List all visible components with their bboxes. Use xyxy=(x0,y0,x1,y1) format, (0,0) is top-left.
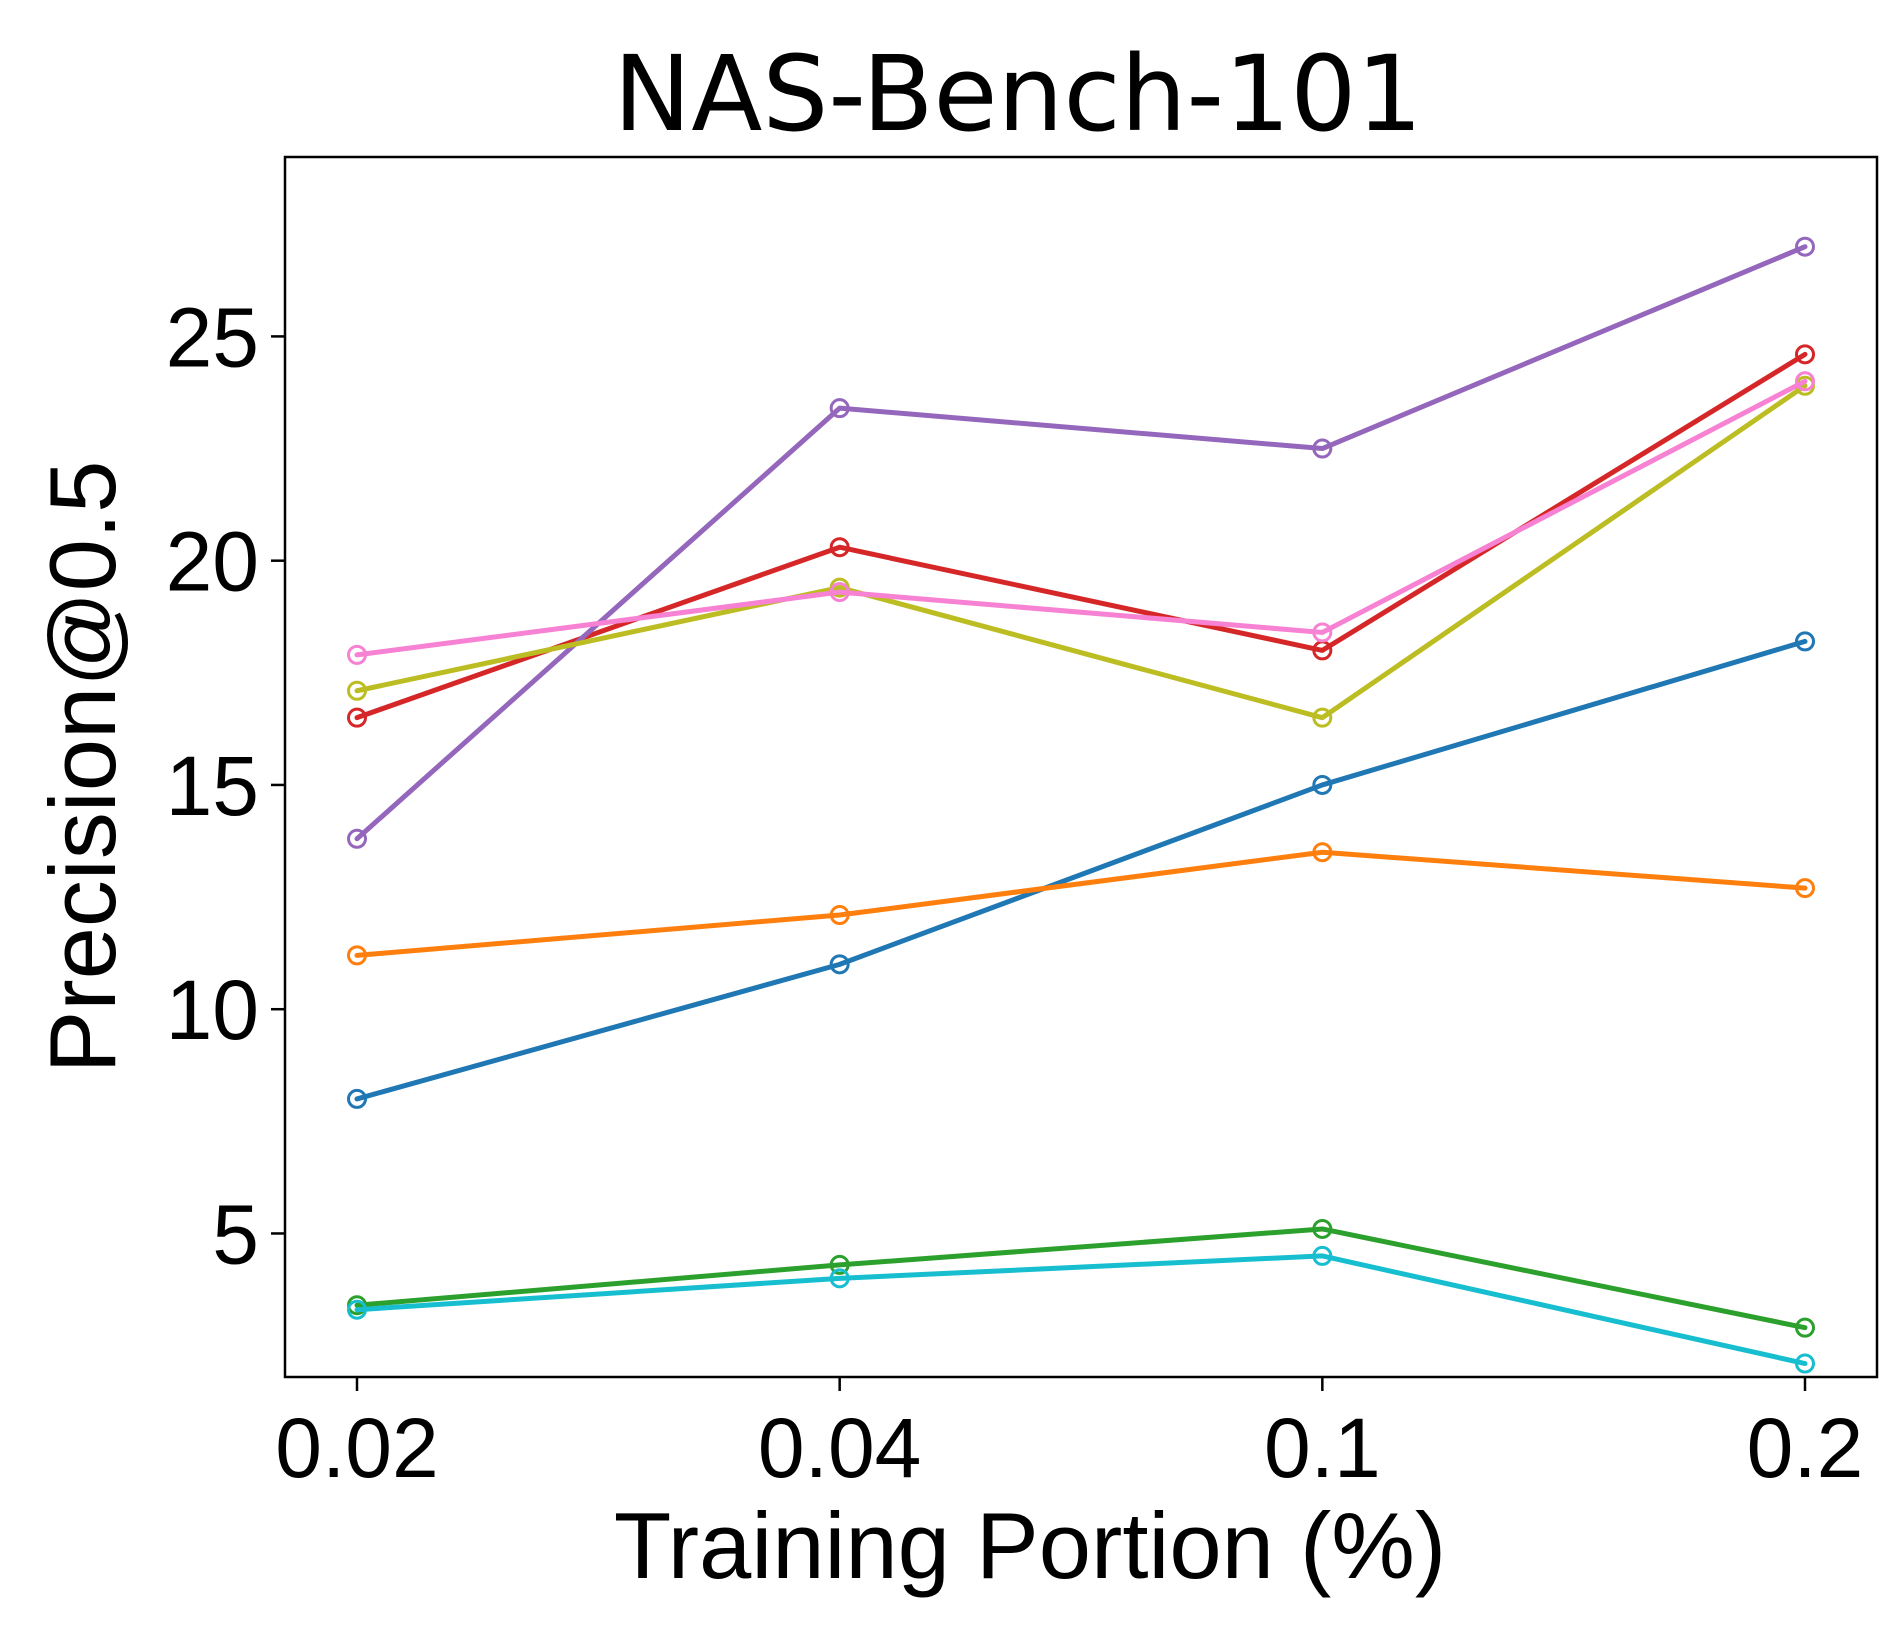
data-point-purple xyxy=(1795,236,1815,257)
series-group xyxy=(347,236,1815,1374)
data-point-blue xyxy=(1795,631,1815,652)
plot-area: 5 10 15 20 25 0.02 0.04 0.1 0.2 xyxy=(166,155,1879,1495)
y-axis-label: Precision@0.5 xyxy=(30,461,135,1074)
x-tick-label: 0.2 xyxy=(1747,1401,1864,1495)
data-point-blue xyxy=(829,954,850,975)
data-point-purple xyxy=(347,828,367,849)
x-axis-label: Training Portion (%) xyxy=(614,1493,1446,1598)
y-tick-label: 20 xyxy=(166,515,259,609)
y-tick-label: 10 xyxy=(166,963,259,1057)
data-point-olive xyxy=(347,680,367,701)
data-point-pink xyxy=(829,582,850,603)
y-tick-label: 25 xyxy=(166,290,259,384)
data-point-cyan xyxy=(347,1299,367,1320)
data-point-orange xyxy=(829,905,850,926)
series-purple xyxy=(347,236,1815,849)
series-red xyxy=(347,344,1815,728)
data-point-green xyxy=(829,1254,850,1275)
data-point-red xyxy=(347,707,367,728)
data-point-purple xyxy=(1312,438,1333,459)
y-tick-label: 5 xyxy=(212,1187,259,1281)
series-line-purple xyxy=(354,244,1808,842)
data-point-blue xyxy=(347,1088,367,1109)
data-point-pink xyxy=(1795,371,1815,392)
series-orange xyxy=(347,842,1815,966)
series-line-red xyxy=(354,351,1808,721)
data-point-orange xyxy=(347,945,367,966)
series-line-blue xyxy=(354,638,1808,1102)
data-point-blue xyxy=(1312,774,1333,795)
plot-frame xyxy=(283,155,1879,1379)
series-line-pink xyxy=(354,378,1808,658)
data-point-red xyxy=(829,537,850,558)
data-point-orange xyxy=(1312,842,1333,863)
series-pink xyxy=(347,371,1815,665)
series-line-cyan xyxy=(354,1253,1808,1367)
data-point-cyan xyxy=(829,1268,850,1289)
data-point-purple xyxy=(829,398,850,419)
y-axis: 5 10 15 20 25 xyxy=(166,290,285,1281)
x-axis: 0.02 0.04 0.1 0.2 xyxy=(275,1377,1863,1495)
x-tick-label: 0.04 xyxy=(758,1401,922,1495)
data-point-green xyxy=(1312,1218,1333,1239)
series-line-olive xyxy=(354,383,1808,721)
data-point-olive xyxy=(1312,707,1333,728)
series-blue xyxy=(347,631,1815,1109)
data-point-cyan xyxy=(1312,1245,1333,1266)
data-point-orange xyxy=(1795,878,1815,899)
data-point-pink xyxy=(1312,622,1333,643)
data-point-green xyxy=(1795,1317,1815,1338)
chart-title: NAS-Bench-101 xyxy=(613,33,1422,155)
series-cyan xyxy=(347,1245,1815,1374)
x-tick-label: 0.1 xyxy=(1264,1401,1381,1495)
data-point-red xyxy=(1795,344,1815,365)
series-line-green xyxy=(354,1226,1808,1331)
y-tick-label: 15 xyxy=(166,739,259,833)
series-line-orange xyxy=(354,849,1808,958)
x-tick-label: 0.02 xyxy=(275,1401,439,1495)
data-point-pink xyxy=(347,644,367,665)
data-point-cyan xyxy=(1795,1353,1815,1374)
